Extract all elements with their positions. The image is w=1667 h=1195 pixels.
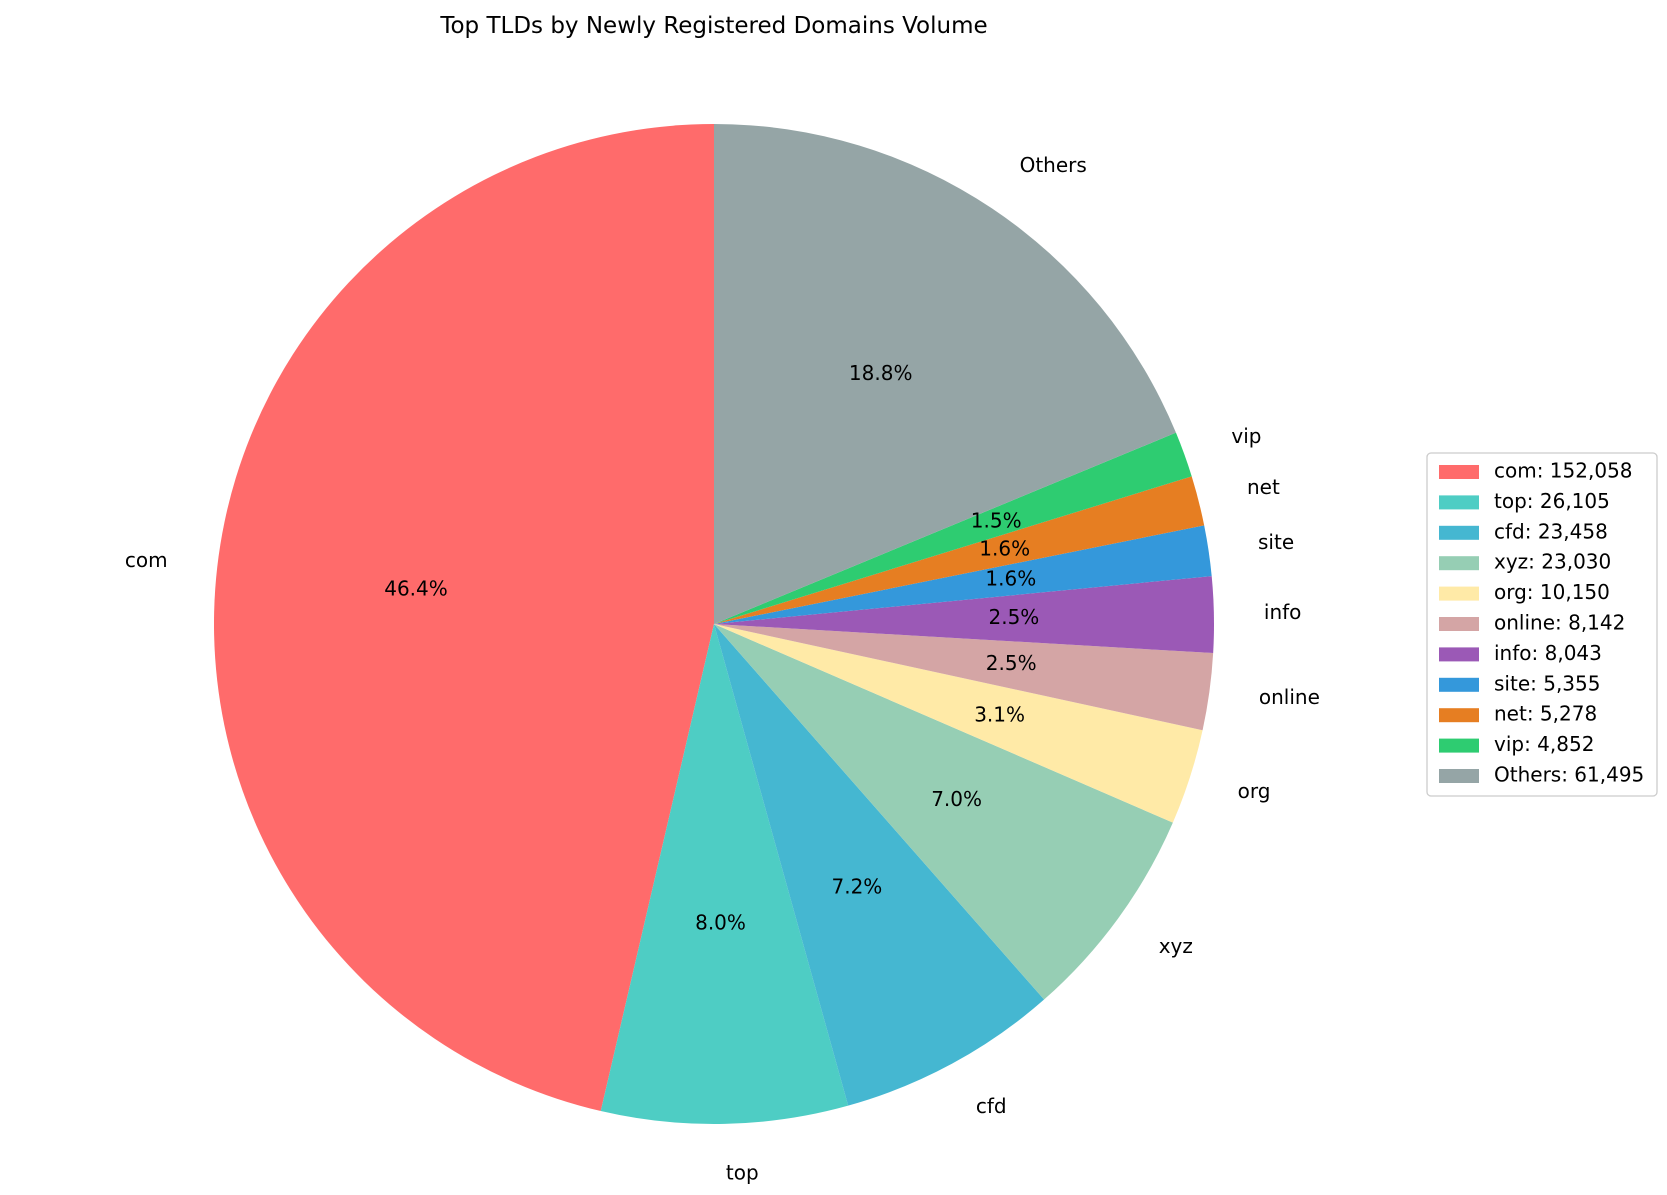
chart-title: Top TLDs by Newly Registered Domains Vol… — [439, 13, 987, 39]
pie-slice-others — [714, 124, 1176, 624]
legend-swatch-info — [1439, 647, 1479, 662]
legend-label-org: org: 10,150 — [1494, 580, 1610, 604]
legend-label-site: site: 5,355 — [1494, 671, 1600, 695]
legend-label-top: top: 26,105 — [1494, 489, 1610, 513]
legend-swatch-site — [1439, 677, 1479, 692]
legend-label-info: info: 8,043 — [1494, 641, 1602, 665]
slice-label-info: info — [1264, 600, 1302, 624]
percent-label-org: 3.1% — [974, 702, 1025, 726]
slice-label-org: org — [1238, 779, 1271, 803]
percent-label-site: 1.6% — [985, 567, 1036, 591]
percent-label-vip: 1.5% — [971, 509, 1022, 533]
pie-slice-online — [714, 624, 1214, 731]
percent-label-online: 2.5% — [986, 651, 1037, 675]
percent-label-info: 2.5% — [988, 605, 1039, 629]
legend-swatch-com — [1439, 465, 1479, 479]
pie-slice-org — [714, 624, 1203, 823]
pie-slice-cfd — [714, 624, 1045, 1106]
legend-swatch-others — [1439, 769, 1479, 783]
pie-slice-top — [600, 624, 849, 1125]
percent-label-cfd: 7.2% — [831, 874, 882, 898]
slice-label-others: Others — [1020, 153, 1087, 177]
legend-label-vip: vip: 4,852 — [1494, 732, 1594, 756]
legend-label-com: com: 152,058 — [1494, 459, 1633, 483]
pie-slices — [213, 124, 1215, 1125]
slice-labels: com top cfd xyz org online info site net vip Other… — [125, 153, 1320, 1184]
slice-label-site: site — [1258, 530, 1294, 554]
legend-label-net: net: 5,278 — [1494, 702, 1597, 726]
legend-swatch-org — [1439, 586, 1479, 601]
percent-label-xyz: 7.0% — [931, 787, 982, 811]
slice-label-com: com — [125, 548, 168, 572]
slice-label-top: top — [726, 1160, 759, 1184]
legend-label-cfd: cfd: 23,458 — [1494, 519, 1608, 543]
pie-slice-com — [213, 124, 715, 1112]
legend: com: 152,058 top: 26,105 cfd: 23,458 xyz: 2… — [1426, 452, 1658, 797]
legend-swatch-xyz — [1439, 556, 1479, 571]
slice-label-xyz: xyz — [1159, 934, 1193, 958]
legend-swatch-cfd — [1439, 525, 1479, 540]
legend-swatch-top — [1439, 495, 1479, 510]
pie-slice-site — [714, 525, 1212, 624]
legend-label-xyz: xyz: 23,030 — [1494, 550, 1611, 574]
percent-label-top: 8.0% — [695, 910, 746, 934]
legend-label-others: Others: 61,495 — [1494, 763, 1644, 787]
percent-label-com: 46.4% — [384, 576, 448, 600]
slice-label-vip: vip — [1231, 424, 1261, 448]
pie-slice-xyz — [714, 624, 1173, 1000]
pie-slice-vip — [714, 432, 1192, 624]
slice-label-online: online — [1259, 685, 1320, 709]
legend-label-online: online: 8,142 — [1494, 611, 1625, 635]
percent-labels: 46.4% 8.0% 7.2% 7.0% 3.1% 2.5% 2.5% 1.6% 1.6% 1.5… — [384, 361, 1039, 934]
slice-label-net: net — [1247, 475, 1280, 499]
legend-items: com: 152,058 top: 26,105 cfd: 23,458 xyz: 2… — [1439, 459, 1644, 787]
slice-label-cfd: cfd — [976, 1094, 1007, 1118]
legend-swatch-vip — [1439, 738, 1479, 753]
legend-frame — [1426, 452, 1658, 797]
legend-swatch-net — [1439, 708, 1479, 723]
percent-label-others: 18.8% — [849, 361, 913, 385]
pie-slice-info — [714, 576, 1215, 654]
legend-swatch-online — [1439, 617, 1479, 631]
percent-label-net: 1.6% — [979, 537, 1030, 561]
pie-slice-net — [714, 476, 1205, 624]
